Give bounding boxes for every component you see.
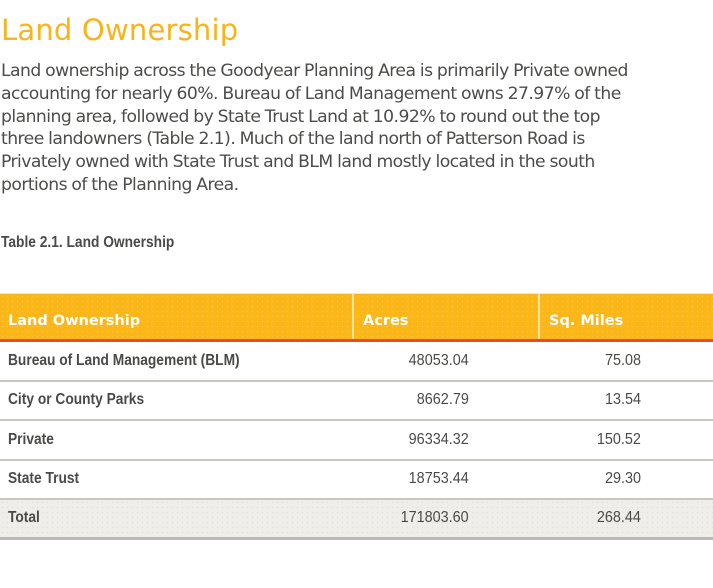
sq-miles-value: 150.52 (596, 430, 641, 448)
acres-value: 48053.04 (408, 351, 469, 369)
sq-miles-cell: 29.30 (540, 461, 641, 499)
acres-cell: 18753.44 (354, 461, 469, 499)
sq-miles-cell: 150.52 (540, 421, 641, 459)
owner-cell: City or County Parks (8, 391, 145, 409)
owner-cell: State Trust (8, 470, 80, 488)
sq-miles-value: 29.30 (604, 470, 641, 488)
acres-value: 96334.32 (408, 430, 469, 448)
total-acres-cell: 171803.60 (354, 500, 469, 537)
land-ownership-table: Land Ownership Acres Sq. Miles Bureau of… (0, 293, 713, 540)
column-header-sq-miles: Sq. Miles (549, 313, 624, 329)
table-row: Private 96334.32 150.52 (0, 421, 713, 461)
table-total-row: Total 171803.60 268.44 (0, 500, 713, 540)
intro-line: three landowners (Table 2.1). Much of th… (1, 129, 585, 150)
acres-cell: 96334.32 (354, 421, 469, 459)
table-caption: Table 2.1. Land Ownership (1, 234, 175, 251)
acres-value: 18753.44 (408, 470, 469, 488)
table-row: City or County Parks 8662.79 13.54 (0, 382, 713, 421)
acres-value: 8662.79 (416, 391, 469, 409)
sq-miles-value: 75.08 (604, 351, 641, 369)
total-acres-value: 171803.60 (400, 509, 469, 527)
intro-line: planning area, followed by State Trust L… (1, 106, 601, 127)
sq-miles-cell: 75.08 (540, 342, 641, 380)
total-sq-miles-value: 268.44 (596, 509, 641, 527)
intro-line: accounting for nearly 60%. Bureau of Lan… (1, 83, 621, 104)
intro-line: Privately owned with State Trust and BLM… (1, 152, 595, 173)
intro-line: Land ownership across the Goodyear Plann… (1, 61, 628, 81)
table-row: Bureau of Land Management (BLM) 48053.04… (0, 342, 713, 382)
sq-miles-value: 13.54 (604, 391, 641, 409)
table-row: State Trust 18753.44 29.30 (0, 461, 713, 500)
column-header-acres: Acres (354, 294, 540, 339)
sq-miles-cell: 13.54 (540, 382, 641, 420)
total-sq-miles-cell: 268.44 (540, 500, 641, 537)
column-header-land-ownership: Land Ownership (0, 294, 354, 339)
acres-cell: 48053.04 (354, 342, 469, 380)
owner-cell: Private (8, 430, 54, 448)
intro-line: portions of the Planning Area. (1, 174, 239, 195)
total-label: Total (8, 509, 40, 527)
intro-paragraph: Land ownership across the Goodyear Plann… (1, 60, 713, 197)
page-title: Land Ownership (1, 13, 239, 47)
table-header: Land Ownership Acres Sq. Miles (0, 293, 713, 342)
acres-cell: 8662.79 (354, 382, 469, 420)
owner-cell: Bureau of Land Management (BLM) (8, 351, 240, 369)
